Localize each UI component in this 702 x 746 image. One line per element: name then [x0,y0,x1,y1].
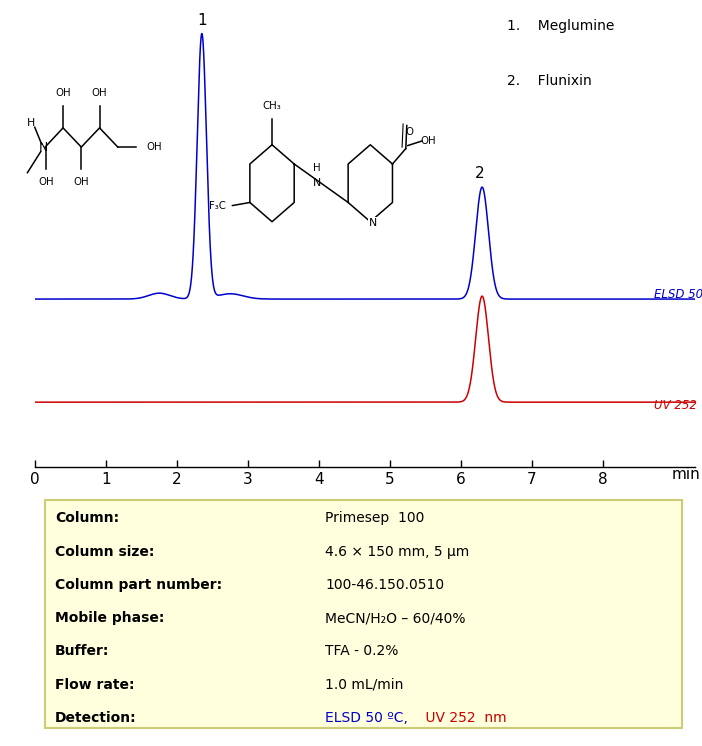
Text: OH: OH [55,87,71,98]
Text: ELSD 50 ºC: ELSD 50 ºC [654,288,702,301]
Text: 100-46.150.0510: 100-46.150.0510 [326,578,444,592]
Text: 1.    Meglumine: 1. Meglumine [507,19,614,33]
Text: UV 252  nm: UV 252 nm [654,398,702,412]
Text: OH: OH [146,142,161,152]
Text: Column size:: Column size: [55,545,154,559]
Text: 2: 2 [475,166,485,181]
Text: H: H [27,118,35,128]
Text: 2.    Flunixin: 2. Flunixin [507,74,592,88]
Text: H: H [313,163,321,173]
Text: MeCN/H₂O – 60/40%: MeCN/H₂O – 60/40% [326,611,466,625]
Text: Flow rate:: Flow rate: [55,677,134,692]
Text: 1.0 mL/min: 1.0 mL/min [326,677,404,692]
Text: Column:: Column: [55,511,119,525]
Text: TFA - 0.2%: TFA - 0.2% [326,645,399,658]
Text: OH: OH [420,136,436,146]
Text: N: N [369,219,378,228]
Text: N: N [39,140,48,154]
Text: 4.6 × 150 mm, 5 μm: 4.6 × 150 mm, 5 μm [326,545,470,559]
Text: ELSD 50 ºC,: ELSD 50 ºC, [326,711,409,725]
Text: F₃C: F₃C [208,201,225,210]
Text: Column part number:: Column part number: [55,578,222,592]
Text: OH: OH [74,178,89,187]
Text: O: O [406,127,414,137]
Text: OH: OH [38,178,53,187]
Text: Mobile phase:: Mobile phase: [55,611,164,625]
Text: N: N [313,178,322,188]
Text: CH₃: CH₃ [263,101,282,111]
FancyBboxPatch shape [45,500,682,727]
Text: min: min [671,467,700,482]
Text: Buffer:: Buffer: [55,645,110,658]
Text: OH: OH [92,87,107,98]
Text: UV 252  nm: UV 252 nm [421,711,507,725]
Text: Detection:: Detection: [55,711,136,725]
Text: 1: 1 [197,13,206,28]
Text: Primesep  100: Primesep 100 [326,511,425,525]
